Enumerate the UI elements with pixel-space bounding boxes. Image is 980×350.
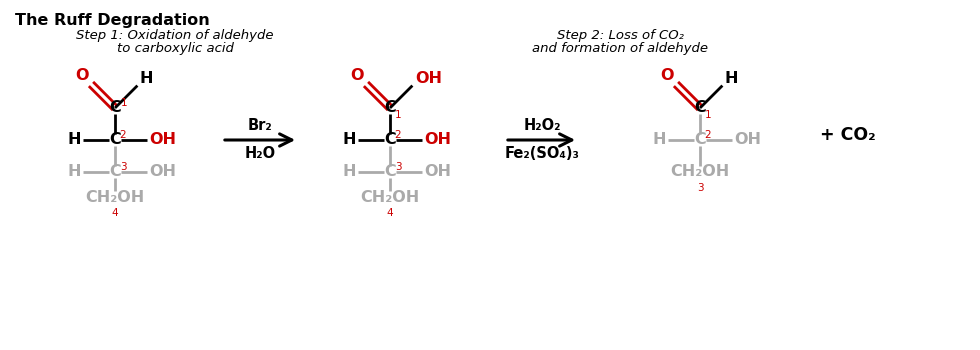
Text: OH: OH: [150, 133, 176, 147]
Text: C: C: [109, 133, 121, 147]
Text: 1: 1: [121, 98, 127, 108]
Text: CH₂OH: CH₂OH: [361, 189, 419, 204]
Text: H: H: [342, 164, 356, 180]
Text: OH: OH: [415, 71, 442, 86]
Text: 2: 2: [705, 130, 711, 140]
Text: 4: 4: [387, 208, 393, 218]
Text: C: C: [694, 100, 706, 116]
Text: C: C: [694, 133, 706, 147]
Text: OH: OH: [150, 164, 176, 180]
Text: to carboxylic acid: to carboxylic acid: [117, 42, 233, 55]
Text: Step 2: Loss of CO₂: Step 2: Loss of CO₂: [557, 29, 683, 42]
Text: + CO₂: + CO₂: [820, 126, 876, 144]
Text: 2: 2: [395, 130, 402, 140]
Text: 2: 2: [120, 130, 126, 140]
Text: O: O: [661, 68, 674, 83]
Text: 1: 1: [395, 110, 402, 120]
Text: 3: 3: [697, 183, 704, 193]
Text: Fe₂(SO₄)₃: Fe₂(SO₄)₃: [505, 147, 579, 161]
Text: H₂O: H₂O: [244, 147, 275, 161]
Text: H₂O₂: H₂O₂: [523, 119, 561, 133]
Text: CH₂OH: CH₂OH: [670, 164, 730, 180]
Text: and formation of aldehyde: and formation of aldehyde: [532, 42, 708, 55]
Text: OH: OH: [424, 133, 452, 147]
Text: H: H: [68, 133, 80, 147]
Text: C: C: [384, 100, 396, 116]
Text: H: H: [140, 71, 153, 86]
Text: H: H: [342, 133, 356, 147]
Text: CH₂OH: CH₂OH: [85, 189, 145, 204]
Text: OH: OH: [424, 164, 452, 180]
Text: O: O: [75, 68, 89, 83]
Text: C: C: [109, 164, 121, 180]
Text: H: H: [724, 71, 738, 86]
Text: 4: 4: [112, 208, 119, 218]
Text: C: C: [384, 164, 396, 180]
Text: 3: 3: [120, 162, 126, 172]
Text: 1: 1: [705, 110, 711, 120]
Text: The Ruff Degradation: The Ruff Degradation: [15, 13, 210, 28]
Text: OH: OH: [734, 133, 761, 147]
Text: Step 1: Oxidation of aldehyde: Step 1: Oxidation of aldehyde: [76, 29, 273, 42]
Text: H: H: [68, 164, 80, 180]
Text: C: C: [109, 100, 121, 116]
Text: C: C: [384, 133, 396, 147]
Text: Br₂: Br₂: [248, 119, 272, 133]
Text: O: O: [350, 68, 364, 83]
Text: 3: 3: [395, 162, 402, 172]
Text: H: H: [653, 133, 665, 147]
